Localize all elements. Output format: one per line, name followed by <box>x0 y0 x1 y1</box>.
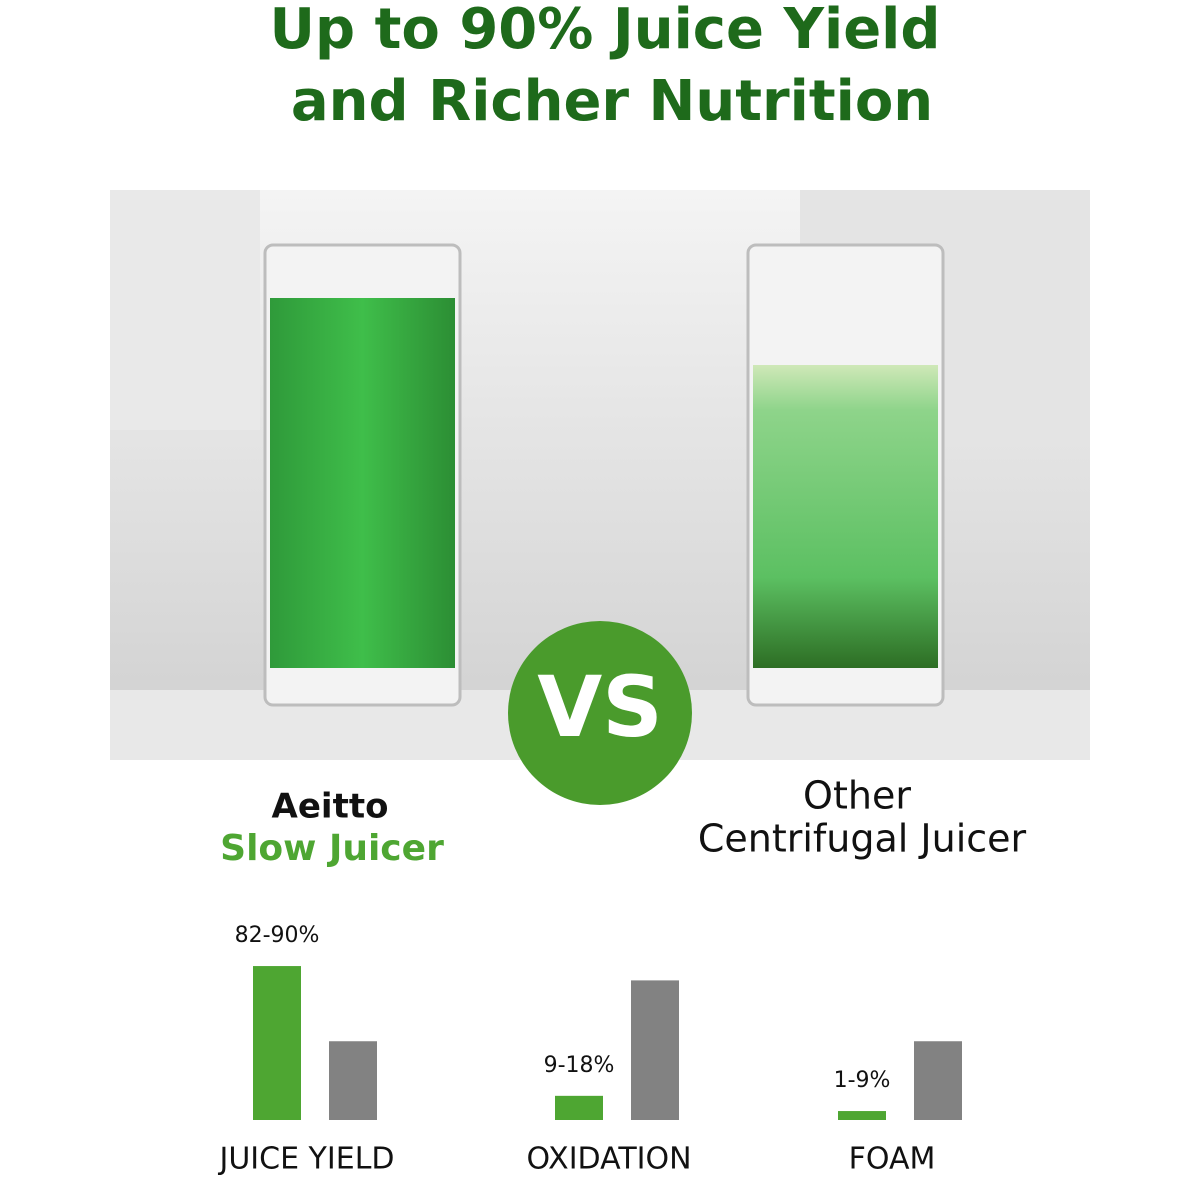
competitor-line: Other <box>803 774 911 818</box>
competitor-line: Centrifugal Juicer <box>698 817 1027 861</box>
vs-badge <box>508 621 692 805</box>
value-label: 9-18% <box>544 1053 615 1078</box>
title-line: and Richer Nutrition <box>291 69 933 134</box>
bar <box>914 1041 962 1120</box>
bar <box>838 1111 886 1120</box>
value-label: 82-90% <box>235 923 320 948</box>
bar <box>253 966 301 1120</box>
category-label: FOAM <box>849 1142 936 1177</box>
title-line: Up to 90% Juice Yield <box>270 0 941 62</box>
product: Slow Juicer <box>220 828 444 869</box>
photo: VS <box>110 190 1090 805</box>
juice <box>270 298 455 668</box>
value-label: 1-9% <box>834 1068 891 1093</box>
category-label: JUICE YIELD <box>217 1142 394 1177</box>
bar <box>631 980 679 1120</box>
bar-chart: JUICE YIELD 82-90% OXIDATION 9-18% FOAM 1-9% <box>217 923 962 1177</box>
juice <box>753 365 938 668</box>
bar <box>555 1095 603 1120</box>
vs-text: VS <box>537 658 663 756</box>
cabinet <box>110 190 260 430</box>
bar <box>329 1041 377 1120</box>
brand: Aeitto <box>272 787 389 827</box>
category-label: OXIDATION <box>526 1142 691 1177</box>
